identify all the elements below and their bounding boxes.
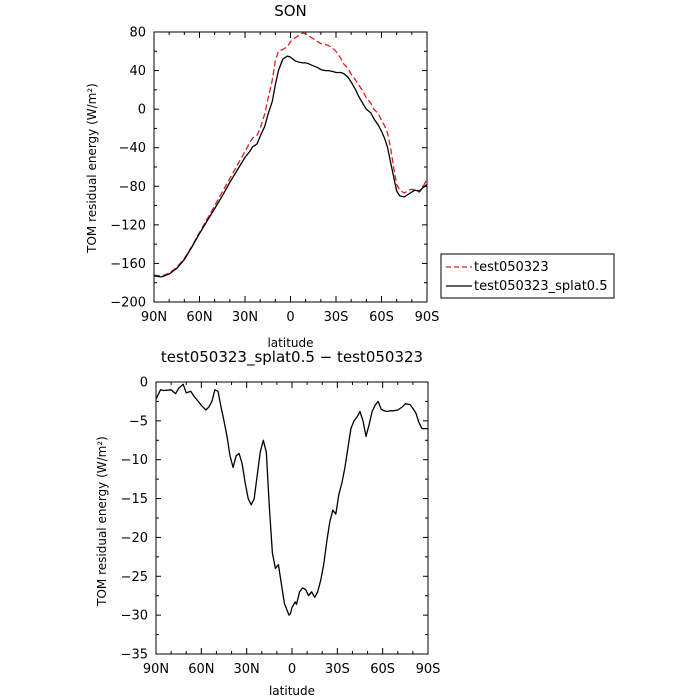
bottom-xtick-label: 90S <box>416 662 441 677</box>
bottom-xtick-label: 60N <box>188 662 214 677</box>
top-ytick-label: −80 <box>119 180 146 195</box>
bottom-ytick-label: −20 <box>121 531 148 546</box>
top-plot: SON −200 −160 −120 −80 −40 0 40 80 90N 60N 30N 0 30S… <box>85 2 439 350</box>
top-series-line-test050323-splat0-5 <box>153 55 428 278</box>
top-xtick-label: 0 <box>286 310 294 325</box>
bottom-ytick-label: −10 <box>121 453 148 468</box>
top-yaxis-label: TOM residual energy (W/m²) <box>85 83 99 254</box>
top-ytick-label: 80 <box>129 26 146 41</box>
legend-box <box>440 253 615 299</box>
top-xtick-label: 30N <box>232 310 258 325</box>
bottom-ytick-label: −25 <box>121 570 148 585</box>
legend-label-test050323-splat0-5: test050323_splat0.5 <box>474 279 607 294</box>
bottom-ytick-label: 0 <box>140 376 148 391</box>
bottom-yaxis-label: TOM residual energy (W/m²) <box>95 436 109 607</box>
top-plot-title: SON <box>274 2 307 20</box>
bottom-series-line-1 <box>155 383 428 616</box>
bottom-plot-area: −35 −30 −25 −20 −15 −10 −5 0 90N 60N 30N 0 30S 60S 90S <box>121 376 441 678</box>
bottom-xtick-label: 60S <box>370 662 395 677</box>
bottom-ytick-label: −30 <box>121 609 148 624</box>
top-xtick-label: 60N <box>186 310 212 325</box>
bottom-xtick-label: 30N <box>234 662 260 677</box>
bottom-ytick-label: −35 <box>121 648 148 663</box>
top-ytick-label: 40 <box>129 64 146 79</box>
legend-label-test050323: test050323 <box>474 260 549 275</box>
top-ytick-label: −200 <box>110 296 146 311</box>
top-ytick-label: 0 <box>138 103 146 118</box>
bottom-plot-title: test050323_splat0.5 − test050323 <box>161 348 423 367</box>
top-xtick-label: 90N <box>141 310 167 325</box>
bottom-plot: test050323_splat0.5 − test050323 −35−30−… <box>95 348 440 698</box>
top-xtick-label: 90S <box>415 310 440 325</box>
top-ytick-label: −160 <box>110 257 146 272</box>
bottom-ytick-label: −5 <box>129 414 148 429</box>
top-ytick-label: −40 <box>119 141 146 156</box>
top-series-line-test050323 <box>153 32 428 277</box>
bottom-xtick-label: 0 <box>288 662 296 677</box>
legend: test050323 test050323_splat0.5 <box>440 253 615 299</box>
bottom-xtick-label: 90N <box>143 662 169 677</box>
top-plot-frame <box>153 31 428 303</box>
top-xtick-label: 30S <box>324 310 349 325</box>
top-xtick-label: 60S <box>369 310 394 325</box>
bottom-plot-frame <box>155 381 429 655</box>
top-xaxis-label: latitude <box>267 336 313 350</box>
bottom-xtick-label: 30S <box>325 662 350 677</box>
top-ytick-label: −120 <box>110 218 146 233</box>
bottom-ytick-label: −15 <box>121 492 148 507</box>
bottom-xaxis-label: latitude <box>269 684 315 698</box>
top-plot-area: −200 −160 −120 −80 −40 0 40 80 90N 60N 30N 0 30S 60S 9… <box>110 26 439 326</box>
